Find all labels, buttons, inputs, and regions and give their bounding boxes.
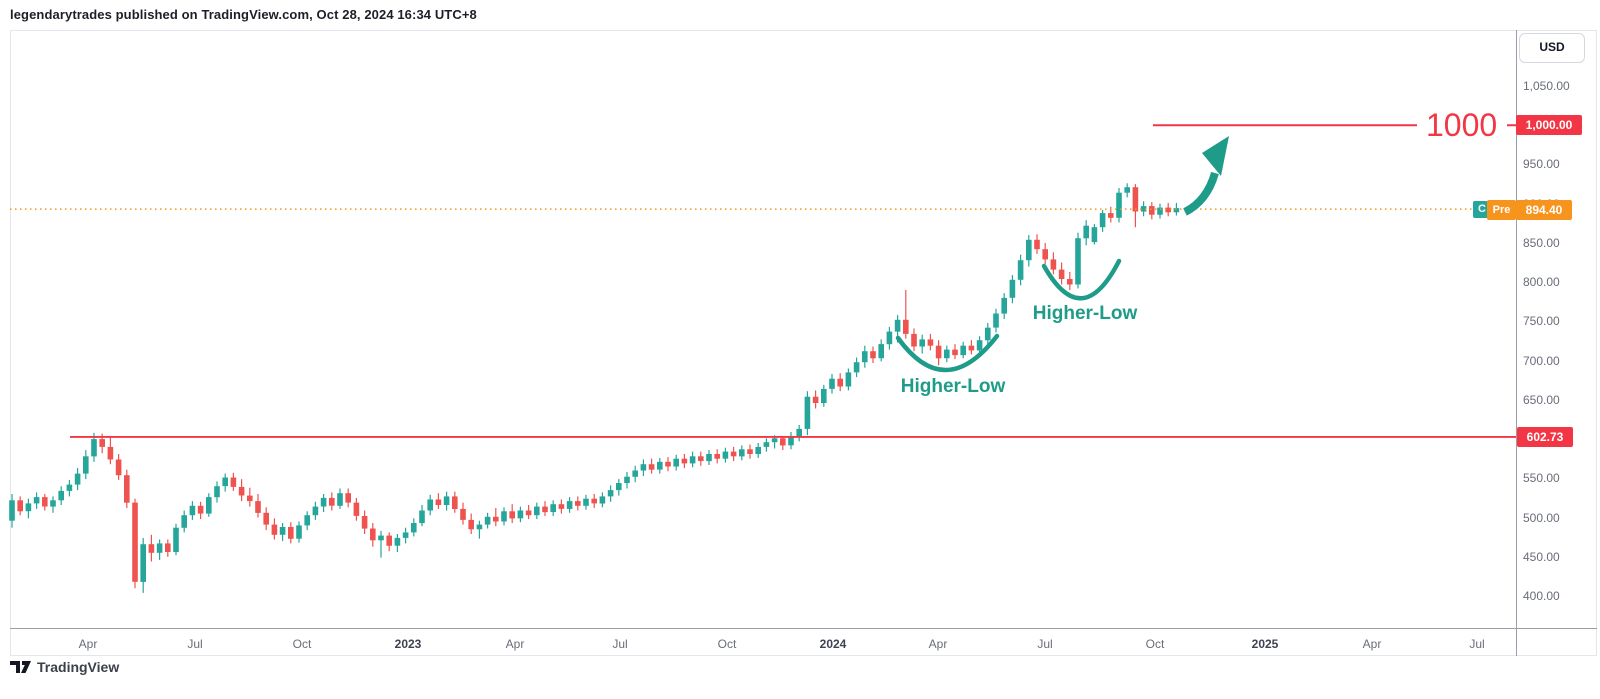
price-tick-label: 800.00: [1523, 275, 1560, 290]
time-tick-label: Jul: [187, 637, 203, 651]
time-tick-label: 2023: [394, 637, 422, 651]
higher-low-label-1[interactable]: Higher-Low: [900, 376, 1006, 397]
time-tick-label: Apr: [1362, 637, 1382, 651]
chart-frame: [10, 30, 1597, 656]
price-tick-label: 500.00: [1523, 510, 1560, 525]
tradingview-branding[interactable]: TradingView: [10, 659, 119, 675]
time-tick-label: Jul: [1037, 637, 1053, 651]
time-tick-label: Jul: [612, 637, 628, 651]
higher-low-arc[interactable]: [1041, 258, 1122, 301]
price-tick-label: 450.00: [1523, 549, 1560, 564]
tradingview-logo-text: TradingView: [37, 659, 120, 675]
tradingview-logo-icon: [10, 661, 31, 673]
attribution-text: legendarytrades published on TradingView…: [10, 7, 477, 22]
price-tick-label: 1,050.00: [1523, 79, 1570, 93]
time-tick-label: Oct: [292, 637, 312, 651]
price-tick-label: 850.00: [1523, 235, 1560, 250]
time-tick-label: Oct: [1145, 637, 1165, 651]
time-tick-label: 2024: [819, 637, 847, 651]
higher-low-label-2[interactable]: Higher-Low: [1032, 303, 1138, 324]
time-tick-label: Apr: [505, 637, 525, 651]
time-tick-label: Oct: [717, 637, 737, 651]
candles: [9, 183, 1180, 593]
higher-low-arc[interactable]: [895, 333, 1000, 373]
time-axis-separator: [10, 628, 1597, 629]
time-tick-label: Apr: [78, 637, 98, 651]
premarket-tag: Pre: [1487, 200, 1516, 221]
price-axis-separator: [1516, 30, 1517, 656]
price-tick-label: 650.00: [1523, 392, 1560, 407]
price-tick-label: 950.00: [1523, 157, 1560, 172]
target-price-axis-label: 1,000.00: [1516, 115, 1582, 136]
resistance-price-axis-label: 602.73: [1517, 426, 1573, 447]
trend-arrow[interactable]: [1183, 136, 1229, 216]
time-tick-label: Jul: [1469, 637, 1485, 651]
time-tick-label: Apr: [928, 637, 948, 651]
currency-unit-button[interactable]: USD: [1519, 33, 1585, 63]
price-tick-label: 550.00: [1523, 471, 1560, 486]
price-tick-label: 750.00: [1523, 314, 1560, 329]
time-tick-label: 2025: [1251, 637, 1279, 651]
price-tick-label: 700.00: [1523, 353, 1560, 368]
target-price-text[interactable]: 1000: [1426, 107, 1498, 144]
premarket-price-axis-label: 894.40: [1516, 200, 1572, 221]
price-tick-label: 400.00: [1523, 589, 1560, 603]
